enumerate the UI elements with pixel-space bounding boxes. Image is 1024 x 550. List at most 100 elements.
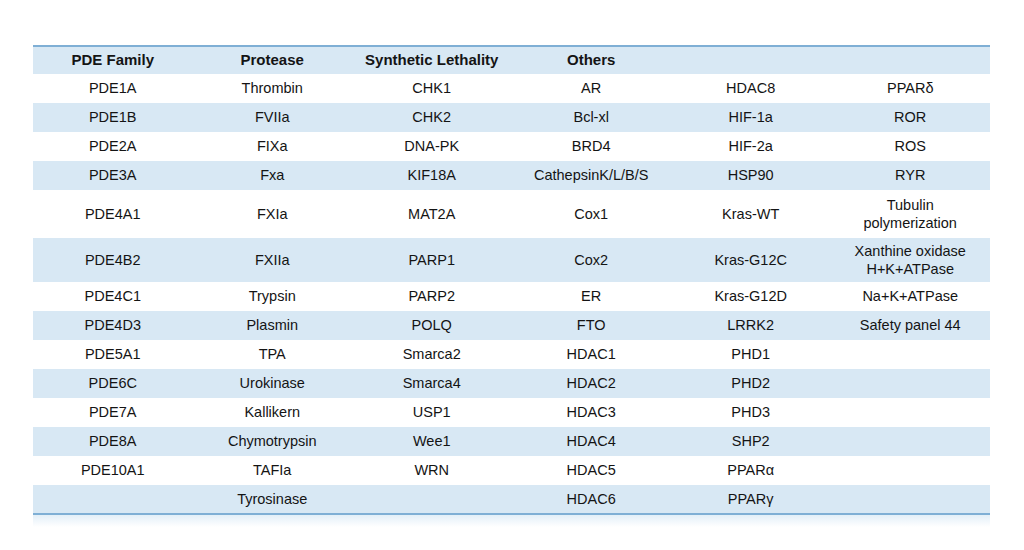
table-cell: HIF-2a	[671, 132, 830, 161]
table-cell: PDE2A	[33, 132, 192, 161]
table-cell	[830, 456, 990, 485]
table-cell: PDE1B	[33, 103, 192, 132]
table-cell: Chymotrypsin	[192, 427, 351, 456]
table-cell: AR	[511, 74, 670, 103]
table-cell	[830, 369, 990, 398]
table-cell: HDAC3	[511, 398, 670, 427]
table-cell	[830, 340, 990, 369]
table-cell: FIXa	[192, 132, 351, 161]
table-cell: HDAC6	[511, 485, 670, 514]
table-cell: PARP1	[352, 238, 511, 282]
table-cell	[830, 427, 990, 456]
table-cell: HIF-1a	[671, 103, 830, 132]
table-cell: PPARδ	[830, 74, 990, 103]
table-row: PDE7A Kallikern USP1 HDAC3 PHD3	[33, 398, 990, 427]
table-cell	[830, 398, 990, 427]
table-cell: HDAC4	[511, 427, 670, 456]
table-cell: PDE3A	[33, 161, 192, 190]
table-cell: PDE4D3	[33, 311, 192, 340]
column-header-protease: Protease	[192, 46, 351, 74]
table-cell: Safety panel 44	[830, 311, 990, 340]
table-cell: Tubulin polymerization	[830, 190, 990, 238]
table-cell: Kras-WT	[671, 190, 830, 238]
table-cell: Kallikern	[192, 398, 351, 427]
table-cell: HDAC1	[511, 340, 670, 369]
table-cell: Smarca2	[352, 340, 511, 369]
table-cell: Bcl-xl	[511, 103, 670, 132]
table-cell: PHD2	[671, 369, 830, 398]
table-cell: Fxa	[192, 161, 351, 190]
table-cell: Xanthine oxidase H+K+ATPase	[830, 238, 990, 282]
table-cell: Cox1	[511, 190, 670, 238]
column-header-pde-family: PDE Family	[33, 46, 192, 74]
table-cell: Thrombin	[192, 74, 351, 103]
table-row: PDE1A Thrombin CHK1 AR HDAC8 PPARδ	[33, 74, 990, 103]
table-row: PDE2A FIXa DNA-PK BRD4 HIF-2a ROS	[33, 132, 990, 161]
table-row: PDE6C Urokinase Smarca4 HDAC2 PHD2	[33, 369, 990, 398]
table-cell: DNA-PK	[352, 132, 511, 161]
table-cell: Trypsin	[192, 282, 351, 311]
table-cell: Kras-G12C	[671, 238, 830, 282]
table-cell: HSP90	[671, 161, 830, 190]
table-cell: TAFIa	[192, 456, 351, 485]
table-cell: FXIa	[192, 190, 351, 238]
table-cell: HDAC5	[511, 456, 670, 485]
table-cell: PHD1	[671, 340, 830, 369]
table-cell: HDAC8	[671, 74, 830, 103]
table-cell	[352, 485, 511, 514]
table-cell: Na+K+ATPase	[830, 282, 990, 311]
table-cell: PPARγ	[671, 485, 830, 514]
table-cell: PDE4B2	[33, 238, 192, 282]
table-cell: Smarca4	[352, 369, 511, 398]
table-cell: PDE1A	[33, 74, 192, 103]
table-row: PDE10A1 TAFIa WRN HDAC5 PPARα	[33, 456, 990, 485]
table-cell: Tyrosinase	[192, 485, 351, 514]
table-cell: Urokinase	[192, 369, 351, 398]
table-cell	[830, 485, 990, 514]
table-cell: PDE6C	[33, 369, 192, 398]
table-cell: FXIIa	[192, 238, 351, 282]
table-row: PDE5A1 TPA Smarca2 HDAC1 PHD1	[33, 340, 990, 369]
table-cell: WRN	[352, 456, 511, 485]
table-cell: TPA	[192, 340, 351, 369]
table-cell: RYR	[830, 161, 990, 190]
table-cell: PDE7A	[33, 398, 192, 427]
table-row: PDE4A1 FXIa MAT2A Cox1 Kras-WT Tubulin p…	[33, 190, 990, 238]
table-cell: LRRK2	[671, 311, 830, 340]
table-cell: FVIIa	[192, 103, 351, 132]
table-cell: PDE10A1	[33, 456, 192, 485]
table-cell: Cox2	[511, 238, 670, 282]
table-cell: Plasmin	[192, 311, 351, 340]
table-cell: PDE5A1	[33, 340, 192, 369]
table-row: PDE3A Fxa KIF18A CathepsinK/L/B/S HSP90 …	[33, 161, 990, 190]
table-cell: HDAC2	[511, 369, 670, 398]
table-cell: CathepsinK/L/B/S	[511, 161, 670, 190]
column-header-others: Others	[511, 46, 670, 74]
table-cell: PHD3	[671, 398, 830, 427]
table-cell: ROS	[830, 132, 990, 161]
table-cell: PDE4C1	[33, 282, 192, 311]
table-row: Tyrosinase HDAC6 PPARγ	[33, 485, 990, 514]
table-row: PDE4D3 Plasmin POLQ FTO LRRK2 Safety pan…	[33, 311, 990, 340]
table-cell: KIF18A	[352, 161, 511, 190]
table-row: PDE1B FVIIa CHK2 Bcl-xl HIF-1a ROR	[33, 103, 990, 132]
table-row: PDE4B2 FXIIa PARP1 Cox2 Kras-G12C Xanthi…	[33, 238, 990, 282]
table-cell: Kras-G12D	[671, 282, 830, 311]
table-cell	[33, 485, 192, 514]
table-cell: PARP2	[352, 282, 511, 311]
table-cell: CHK1	[352, 74, 511, 103]
table-row: PDE8A Chymotrypsin Wee1 HDAC4 SHP2	[33, 427, 990, 456]
table-cell: PDE8A	[33, 427, 192, 456]
table-cell: USP1	[352, 398, 511, 427]
table-cell: ROR	[830, 103, 990, 132]
header-row: PDE Family Protease Synthetic Lethality …	[33, 46, 990, 74]
table-cell: PDE4A1	[33, 190, 192, 238]
column-header-synthetic-lethality: Synthetic Lethality	[352, 46, 511, 74]
table-cell: MAT2A	[352, 190, 511, 238]
column-header-blank-2	[830, 46, 990, 74]
targets-table: PDE Family Protease Synthetic Lethality …	[33, 45, 990, 515]
table-cell: BRD4	[511, 132, 670, 161]
targets-table-container: PDE Family Protease Synthetic Lethality …	[33, 45, 990, 527]
table-cell: SHP2	[671, 427, 830, 456]
table-row: PDE4C1 Trypsin PARP2 ER Kras-G12D Na+K+A…	[33, 282, 990, 311]
